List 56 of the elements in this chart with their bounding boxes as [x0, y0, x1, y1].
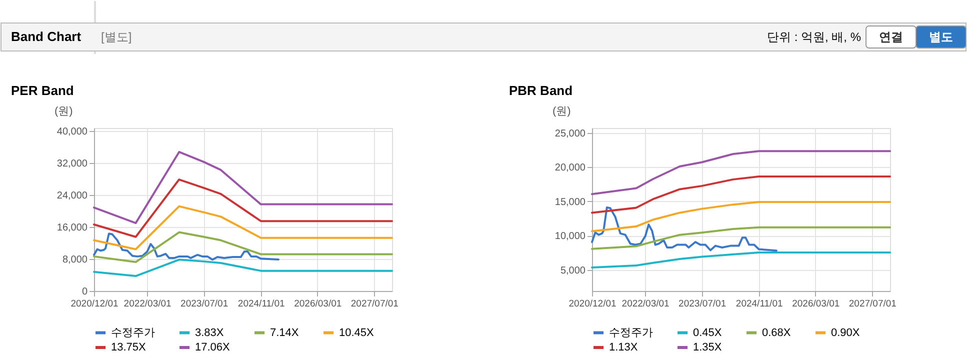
x-tick-label: 2027/07/01	[350, 298, 398, 310]
legend-label: 17.06X	[195, 342, 231, 354]
y-tick-label: 20,000	[554, 162, 586, 174]
legend-label: 1.13X	[609, 342, 638, 354]
text: Band Chart	[11, 29, 82, 44]
line-series	[591, 150, 891, 196]
legend-label: 13.75X	[111, 342, 147, 354]
x-tick-label: 2024/11/01	[238, 298, 285, 310]
line-series	[93, 258, 393, 278]
x-tick-label: 2023/07/01	[180, 298, 228, 310]
y-tick-label: 0	[82, 286, 88, 298]
text: 단위 : 억원, 배, %	[766, 30, 862, 44]
y-tick-label: 24,000	[56, 190, 88, 202]
y-tick-label: 15,000	[554, 196, 586, 208]
x-tick-label: 2024/11/01	[736, 298, 783, 310]
y-tick-label: 5,000	[560, 265, 586, 276]
text: 별도	[929, 30, 953, 44]
legend-label: 7.14X	[270, 326, 300, 339]
x-tick-label: 2022/03/01	[622, 298, 670, 310]
legend-label: 0.45X	[693, 326, 722, 339]
y-tick-label: 10,000	[554, 231, 586, 242]
x-tick-label: 2020/12/01	[568, 298, 616, 310]
text: 연결	[879, 30, 903, 44]
chart-title: PER Band	[11, 83, 74, 98]
legend-label: 0.68X	[762, 326, 792, 339]
y-tick-label: 25,000	[554, 128, 586, 140]
line-series	[93, 232, 280, 261]
line-series	[93, 205, 393, 250]
y-axis-title: (원)	[54, 106, 73, 118]
legend-label: 3.83X	[195, 326, 224, 339]
legend-label: 1.35X	[693, 342, 722, 354]
line-series	[93, 178, 393, 238]
legend-label: 10.45X	[339, 326, 375, 339]
x-tick-label: 2027/07/01	[848, 298, 896, 310]
x-tick-label: 2020/12/01	[70, 298, 118, 310]
chart-title: PBR Band	[509, 83, 573, 98]
legend-label: 수정주가	[111, 326, 155, 339]
x-tick-label: 2022/03/01	[124, 298, 172, 310]
y-tick-label: 16,000	[56, 222, 88, 234]
x-tick-label: 2023/07/01	[678, 298, 726, 310]
line-series	[591, 252, 891, 269]
line-series	[93, 231, 393, 264]
legend-label: 0.90X	[831, 326, 860, 339]
line-series	[591, 226, 891, 250]
y-axis-title: (원)	[552, 106, 571, 118]
line-series	[93, 150, 393, 224]
line-series	[591, 200, 891, 232]
y-tick-label: 8,000	[62, 254, 88, 266]
x-tick-label: 2026/03/01	[792, 298, 840, 310]
x-tick-label: 2026/03/01	[294, 298, 342, 310]
y-tick-label: 40,000	[56, 126, 88, 138]
line-series	[591, 206, 778, 252]
legend-label: 수정주가	[609, 326, 653, 339]
text: [별도]	[101, 30, 132, 44]
line-series	[591, 175, 891, 214]
y-tick-label: 32,000	[56, 158, 88, 170]
